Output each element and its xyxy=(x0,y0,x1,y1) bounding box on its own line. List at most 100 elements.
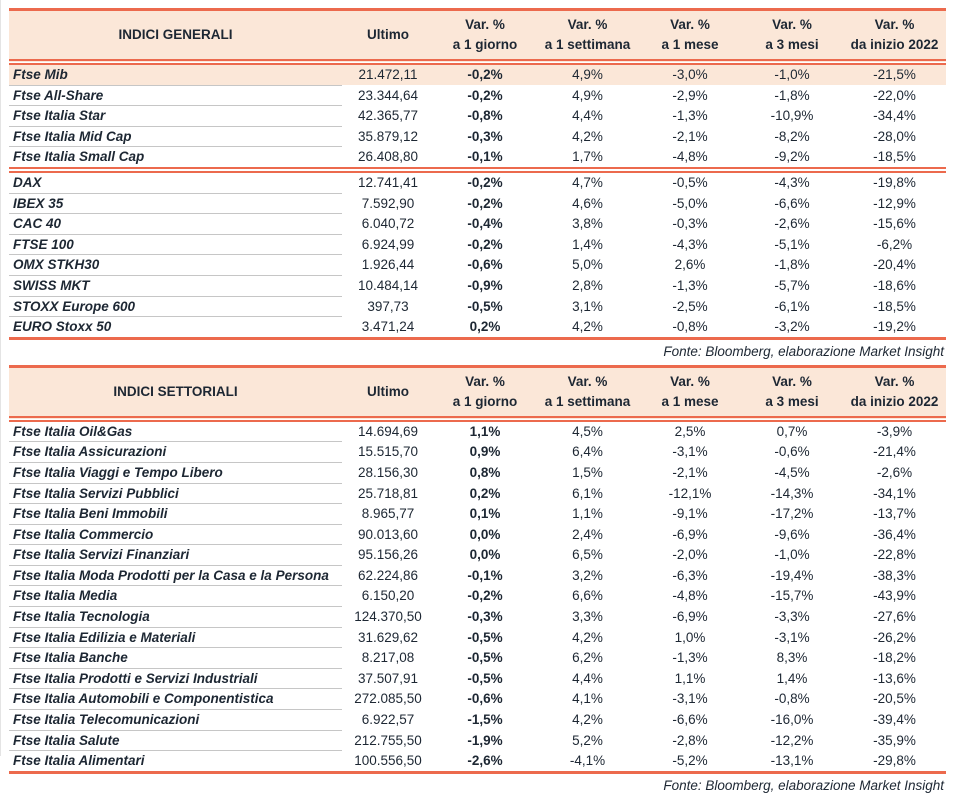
var-cell: -4,3% xyxy=(672,236,708,252)
var-cell: -38,3% xyxy=(873,567,916,583)
var-cell: -3,0% xyxy=(672,67,708,83)
var-cell: -1,3% xyxy=(672,277,708,293)
table-row: Ftse Italia Tecnologia 124.370,50 -0,3% 3,3… xyxy=(9,606,946,628)
var-cell: -3,3% xyxy=(774,609,810,625)
var-cell: -15,7% xyxy=(770,588,814,604)
table-row: Ftse Italia Servizi Pubblici 25.718,81 0,2… xyxy=(9,483,946,505)
var-cell: 0,2% xyxy=(469,485,501,501)
index-name-cell: Ftse Italia Media xyxy=(9,585,342,608)
var-cell: -18,2% xyxy=(873,650,916,666)
var-cell: -0,5% xyxy=(467,629,503,645)
var-cell: 6,2% xyxy=(572,650,603,666)
ultimo-cell: 272.085,50 xyxy=(354,691,422,707)
ultimo-cell: 37.507,91 xyxy=(357,670,419,686)
var-cell: 8,3% xyxy=(776,650,808,666)
var-cell: -0,6% xyxy=(774,444,810,460)
ultimo-cell: 28.156,30 xyxy=(357,464,419,480)
index-name-cell: Ftse Italia Star xyxy=(9,105,342,127)
indici-settoriali-table: INDICI SETTORIALI Ultimo Var. % a 1 giorno V… xyxy=(9,364,946,774)
var-cell: -0,4% xyxy=(467,216,503,232)
var-cell: 2,4% xyxy=(572,526,603,542)
index-name-cell: Ftse Italia Viaggi e Tempo Libero xyxy=(9,462,342,484)
var-cell: -0,2% xyxy=(467,67,503,83)
var-cell: -29,8% xyxy=(843,750,946,774)
var-cell: -2,5% xyxy=(672,298,708,314)
header-row: INDICI GENERALI Ultimo Var. % a 1 giorno Var… xyxy=(9,9,946,65)
table-row: STOXX Europe 600 397,73 -0,5% 3,1% -2,5% -6,1… xyxy=(9,296,946,318)
table-row: CAC 40 6.040,72 -0,4% 3,8% -0,3% -2,6% -15,6% xyxy=(9,213,946,235)
ultimo-cell: 35.879,12 xyxy=(357,128,419,144)
var-cell: -4,8% xyxy=(672,588,708,604)
table-row: Ftse Italia Assicurazioni 15.515,70 0,9% 6,… xyxy=(9,441,946,463)
table-row: Ftse Italia Telecomunicazioni 6.922,57 -1,… xyxy=(9,709,946,731)
var-cell: -1,9% xyxy=(467,732,503,748)
var-cell: 1,0% xyxy=(674,629,706,645)
column-header-var: Var. % a 3 mesi xyxy=(741,9,843,65)
var-cell: -6,9% xyxy=(672,609,708,625)
var-cell: -21,4% xyxy=(873,444,916,460)
index-name-cell: Ftse Italia Alimentari xyxy=(9,750,342,774)
var-cell: -2,6% xyxy=(434,750,536,774)
index-name-cell: EURO Stoxx 50 xyxy=(9,316,342,340)
var-cell: -18,5% xyxy=(843,146,946,173)
var-cell: 2,8% xyxy=(572,277,603,293)
var-cell: -1,0% xyxy=(774,67,810,83)
ultimo-cell: 212.755,50 xyxy=(354,732,422,748)
table-title: INDICI SETTORIALI xyxy=(9,366,342,422)
var-cell: 5,2% xyxy=(572,732,603,748)
index-name-cell: Ftse Italia Automobili e Componentistica xyxy=(9,688,342,711)
var-cell: -0,2% xyxy=(467,175,503,191)
var-cell: -0,6% xyxy=(467,257,503,273)
var-cell: -22,0% xyxy=(873,87,916,103)
row-group: DAX 12.741,41 -0,2% 4,7% -0,5% -4,3% -19,8% IBE… xyxy=(9,169,946,340)
ultimo-cell: 6.150,20 xyxy=(361,588,415,604)
var-cell: -1,8% xyxy=(774,257,810,273)
table-row: Ftse Italia Alimentari 100.556,50 -2,6% -4,… xyxy=(9,750,946,774)
var-cell: -0,2% xyxy=(467,588,503,604)
var-cell: 6,1% xyxy=(572,485,603,501)
var-cell: -2,6% xyxy=(876,464,913,480)
index-name-cell: Ftse All-Share xyxy=(9,85,342,107)
table-row: Ftse All-Share 23.344,64 -0,2% 4,9% -2,9% -1,… xyxy=(9,85,946,107)
var-cell: -21,5% xyxy=(873,67,916,83)
var-cell: -5,2% xyxy=(639,750,741,774)
var-cell: -20,4% xyxy=(873,257,916,273)
var-cell: 4,4% xyxy=(572,108,603,124)
var-cell: 1,5% xyxy=(572,464,603,480)
var-cell: -1,8% xyxy=(774,87,810,103)
ultimo-cell: 95.156,26 xyxy=(357,547,419,563)
ultimo-cell: 124.370,50 xyxy=(354,609,422,625)
var-cell: -5,1% xyxy=(774,236,810,252)
table-row: EURO Stoxx 50 3.471,24 0,2% 4,2% -0,8% -3,2% -… xyxy=(9,316,946,340)
var-cell: -36,4% xyxy=(873,526,916,542)
var-cell: 6,6% xyxy=(572,588,603,604)
ultimo-cell: 6.922,57 xyxy=(361,712,415,728)
column-header-var: Var. % a 1 mese xyxy=(639,366,741,422)
var-cell: -0,2% xyxy=(467,195,503,211)
var-cell: 0,7% xyxy=(776,423,808,439)
var-cell: -1,5% xyxy=(467,712,503,728)
var-cell: 0,2% xyxy=(434,316,536,340)
var-cell: -0,9% xyxy=(467,277,503,293)
var-cell: -0,5% xyxy=(672,175,708,191)
index-name-cell: FTSE 100 xyxy=(9,234,342,256)
index-name-cell: SWISS MKT xyxy=(9,275,342,297)
var-cell: 1,4% xyxy=(572,236,603,252)
ultimo-cell: 26.408,80 xyxy=(342,146,434,173)
ultimo-cell: 14.694,69 xyxy=(357,423,419,439)
table-row: Ftse Italia Edilizia e Materiali 31.629,6… xyxy=(9,627,946,649)
var-cell: -19,2% xyxy=(843,316,946,340)
var-cell: -4,8% xyxy=(639,146,741,173)
var-cell: 4,2% xyxy=(572,128,603,144)
indici-generali-table: INDICI GENERALI Ultimo Var. % a 1 giorno Var… xyxy=(9,8,946,340)
var-cell: -0,2% xyxy=(467,236,503,252)
var-cell: -9,1% xyxy=(672,506,708,522)
var-cell: -3,1% xyxy=(774,629,810,645)
var-cell: 4,7% xyxy=(572,175,603,191)
var-cell: -2,1% xyxy=(672,128,708,144)
table-row: DAX 12.741,41 -0,2% 4,7% -0,5% -4,3% -19,8% xyxy=(9,169,946,194)
var-cell: -0,8% xyxy=(774,691,810,707)
var-cell: -6,6% xyxy=(774,195,810,211)
index-name-cell: Ftse Italia Servizi Finanziari xyxy=(9,544,342,566)
